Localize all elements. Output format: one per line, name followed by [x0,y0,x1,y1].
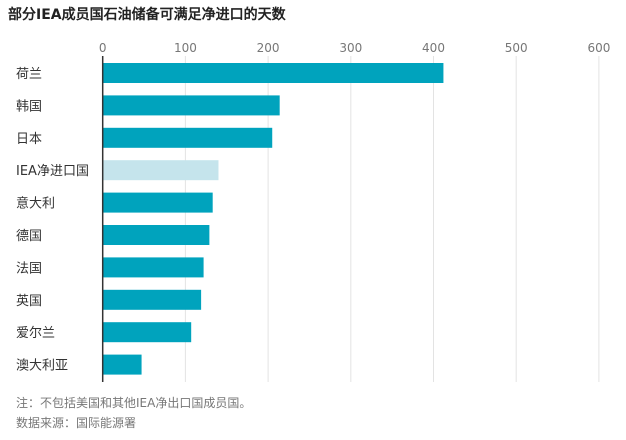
bar [102,63,444,83]
x-tick-label: 200 [257,41,280,55]
bar [102,127,273,148]
bar [102,257,204,278]
x-tick-label: 600 [587,41,610,55]
chart-title: 部分IEA成员国石油储备可满足净进口的天数 [8,7,286,23]
category-label: 日本 [16,132,42,147]
bar [102,95,280,116]
bar [102,160,219,181]
category-label: 法国 [16,261,42,276]
category-label: 澳大利亚 [16,358,68,374]
x-tick-label: 100 [174,41,197,55]
category-label: 英国 [16,294,42,309]
category-label: IEA净进口国 [16,164,89,179]
category-label: 德国 [16,229,42,244]
category-label: 意大利 [16,196,55,212]
chart-note: 注：不包括美国和其他IEA净出口国成员国。 [16,396,252,410]
bar [102,322,192,343]
bar [102,192,213,213]
category-label: 韩国 [16,99,42,114]
x-tick-label: 400 [422,41,445,55]
chart-source: 数据来源：国际能源署 [16,416,137,430]
x-tick-label: 0 [99,41,107,55]
category-label: 爱尔兰 [16,326,55,341]
bar [102,289,202,310]
x-tick-label: 500 [505,41,528,55]
category-label: 荷兰 [16,67,42,82]
bar [102,225,210,245]
bar [102,354,142,375]
x-tick-label: 300 [339,41,362,55]
